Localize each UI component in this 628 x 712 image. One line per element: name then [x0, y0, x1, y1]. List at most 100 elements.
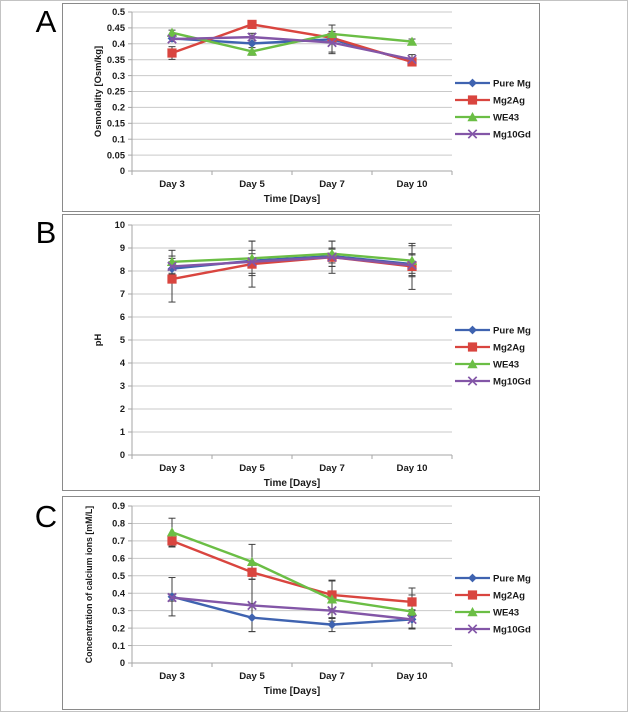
svg-text:Mg2Ag: Mg2Ag	[493, 95, 525, 106]
svg-text:4: 4	[120, 358, 126, 368]
svg-text:7: 7	[120, 289, 125, 299]
gridlines	[132, 224, 452, 433]
legend-item-mg10gd: Mg10Gd	[455, 624, 531, 635]
y-tick-labels: 0 0.05 0.1 0.15 0.2 0.25 0.3 0.35 0.4 0.45 0.5	[107, 7, 126, 176]
svg-text:Day 7: Day 7	[319, 671, 345, 682]
svg-text:Day 3: Day 3	[159, 179, 185, 190]
svg-text:Day 5: Day 5	[239, 671, 265, 682]
x-axis-title: Time [Days]	[264, 194, 321, 205]
svg-text:0.15: 0.15	[107, 119, 125, 129]
svg-text:0.35: 0.35	[107, 55, 125, 65]
svg-text:Mg10Gd: Mg10Gd	[493, 129, 531, 140]
y-axis-title: pH	[92, 334, 103, 347]
axes	[128, 11, 453, 175]
legend-item-pure-mg: Pure Mg	[455, 325, 531, 336]
svg-text:0.1: 0.1	[112, 134, 125, 144]
svg-text:Pure Mg: Pure Mg	[493, 78, 531, 89]
y-axis-title: Concentration of calcium ions [mM/L]	[84, 506, 94, 663]
legend-item-mg2ag: Mg2Ag	[455, 342, 525, 353]
y-tick-labels: 0 0.1 0.2 0.3 0.4 0.5 0.6 0.7 0.8 0.9	[112, 501, 126, 668]
legend-item-we43: WE43	[455, 112, 519, 123]
svg-text:0.9: 0.9	[112, 501, 125, 511]
ph-chart: 0 1 2 3 4 5 6 7 8 9 10 Day 3 Day 5 Day 7 Day 10 Time [D…	[92, 220, 531, 489]
svg-text:Day 3: Day 3	[159, 671, 185, 682]
legend-item-mg10gd: Mg10Gd	[455, 129, 531, 140]
svg-text:0.3: 0.3	[112, 606, 125, 616]
svg-text:WE43: WE43	[493, 359, 519, 370]
svg-text:0: 0	[120, 166, 125, 176]
x-tick-labels: Day 3 Day 5 Day 7 Day 10	[159, 179, 427, 190]
x-tick-labels: Day 3 Day 5 Day 7 Day 10	[159, 671, 427, 682]
svg-text:0.2: 0.2	[112, 623, 125, 633]
svg-text:0.5: 0.5	[112, 571, 125, 581]
legend-item-we43: WE43	[455, 359, 519, 370]
x-axis-title: Time [Days]	[264, 478, 321, 489]
svg-text:0.05: 0.05	[107, 150, 125, 160]
svg-text:8: 8	[120, 266, 125, 276]
legend-item-mg10gd: Mg10Gd	[455, 376, 531, 387]
svg-text:0.45: 0.45	[107, 23, 125, 33]
svg-text:WE43: WE43	[493, 607, 519, 618]
legend-item-pure-mg: Pure Mg	[455, 78, 531, 89]
gridlines	[132, 505, 452, 647]
panel-label-b: B	[35, 215, 57, 250]
svg-text:0.3: 0.3	[112, 71, 125, 81]
axes	[128, 224, 453, 459]
osmolality-chart: 0 0.05 0.1 0.15 0.2 0.25 0.3 0.35 0.4 0.45 0.5 Day …	[92, 7, 531, 205]
legend: Pure Mg Mg2Ag WE43 Mg10Gd	[455, 325, 531, 387]
svg-text:Day 3: Day 3	[159, 463, 185, 474]
x-axis-title: Time [Days]	[264, 686, 321, 697]
svg-text:0.6: 0.6	[112, 554, 125, 564]
legend-item-we43: WE43	[455, 607, 519, 618]
series-mg10gd	[167, 592, 417, 625]
panel-label-c: C	[34, 499, 58, 534]
svg-text:5: 5	[120, 335, 125, 345]
legend-item-pure-mg: Pure Mg	[455, 573, 531, 584]
axes	[128, 505, 453, 667]
svg-text:0.4: 0.4	[112, 39, 126, 49]
panel-b-ph: 0 1 2 3 4 5 6 7 8 9 10 Day 3 Day 5 Day 7 Day 10 Time [D…	[62, 214, 540, 491]
legend-item-mg2ag: Mg2Ag	[455, 95, 525, 106]
svg-text:6: 6	[120, 312, 125, 322]
svg-text:0.5: 0.5	[112, 7, 125, 17]
series-mg10gd	[167, 252, 417, 272]
svg-text:0.7: 0.7	[112, 536, 125, 546]
svg-text:WE43: WE43	[493, 112, 519, 123]
svg-text:Day 5: Day 5	[239, 463, 265, 474]
series-we43	[166, 27, 418, 56]
svg-text:0.2: 0.2	[112, 103, 125, 113]
panel-a-osmolality: 0 0.05 0.1 0.15 0.2 0.25 0.3 0.35 0.4 0.45 0.5 Day …	[62, 3, 540, 212]
svg-text:10: 10	[115, 220, 125, 230]
svg-text:Day 7: Day 7	[319, 463, 345, 474]
svg-text:0.25: 0.25	[107, 87, 125, 97]
svg-text:Mg2Ag: Mg2Ag	[493, 342, 525, 353]
svg-text:0.1: 0.1	[112, 641, 125, 651]
gridlines	[132, 11, 452, 156]
svg-text:Pure Mg: Pure Mg	[493, 573, 531, 584]
svg-text:Day 10: Day 10	[397, 179, 428, 190]
svg-text:Mg2Ag: Mg2Ag	[493, 590, 525, 601]
svg-text:Mg10Gd: Mg10Gd	[493, 624, 531, 635]
y-tick-labels: 0 1 2 3 4 5 6 7 8 9 10	[115, 220, 126, 460]
svg-text:9: 9	[120, 243, 125, 253]
legend-item-mg2ag: Mg2Ag	[455, 590, 525, 601]
svg-text:Day 7: Day 7	[319, 179, 345, 190]
legend: Pure Mg Mg2Ag WE43 Mg10Gd	[455, 573, 531, 635]
svg-text:0: 0	[120, 450, 125, 460]
legend: Pure Mg Mg2Ag WE43 Mg10Gd	[455, 78, 531, 140]
panel-c-calcium: 0 0.1 0.2 0.3 0.4 0.5 0.6 0.7 0.8 0.9 Day 3 Day 5 Da…	[62, 496, 540, 710]
svg-text:Day 10: Day 10	[397, 671, 428, 682]
series-mg10gd	[167, 32, 417, 65]
svg-text:Day 10: Day 10	[397, 463, 428, 474]
series-we43	[166, 527, 418, 616]
svg-text:3: 3	[120, 381, 125, 391]
series-mg2ag	[167, 536, 417, 607]
svg-text:0: 0	[120, 658, 125, 668]
x-tick-labels: Day 3 Day 5 Day 7 Day 10	[159, 463, 427, 474]
svg-text:0.4: 0.4	[112, 588, 126, 598]
svg-text:0.8: 0.8	[112, 519, 125, 529]
svg-text:Pure Mg: Pure Mg	[493, 325, 531, 336]
svg-text:1: 1	[120, 427, 125, 437]
